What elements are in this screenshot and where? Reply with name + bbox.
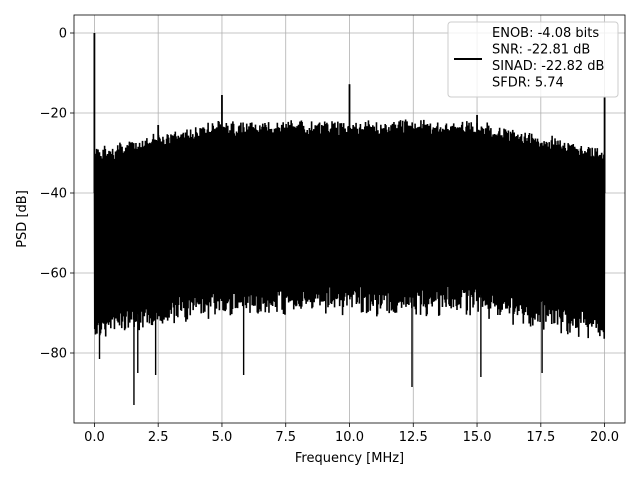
y-axis-label: PSD [dB] bbox=[15, 190, 30, 248]
x-axis-label: Frequency [MHz] bbox=[295, 451, 404, 466]
x-tick-label: 5.0 bbox=[212, 430, 233, 445]
x-tick-label: 10.0 bbox=[335, 430, 364, 445]
x-tick-4: 10.0 bbox=[335, 423, 364, 445]
y-tick-label: −40 bbox=[40, 187, 67, 202]
x-tick-label: 0.0 bbox=[84, 430, 105, 445]
x-tick-7: 17.5 bbox=[526, 423, 555, 445]
x-tick-6: 15.0 bbox=[463, 423, 492, 445]
x-tick-label: 15.0 bbox=[463, 430, 492, 445]
x-axis-ticks: 0.0 2.5 5.0 7.5 10.0 12.5 15.0 17.5 20.0 bbox=[84, 423, 619, 445]
x-tick-8: 20.0 bbox=[590, 423, 619, 445]
y-tick-label: −60 bbox=[40, 267, 67, 282]
y-tick-1: −20 bbox=[40, 107, 74, 122]
y-tick-label: −20 bbox=[40, 107, 67, 122]
legend-text-enob: ENOB: -4.08 bits bbox=[492, 26, 599, 41]
y-tick-label: −80 bbox=[40, 347, 67, 362]
legend-text-sfdr: SFDR: 5.74 bbox=[492, 76, 564, 91]
x-tick-label: 12.5 bbox=[399, 430, 428, 445]
x-tick-3: 7.5 bbox=[275, 423, 296, 445]
x-tick-label: 17.5 bbox=[526, 430, 555, 445]
y-tick-3: −60 bbox=[40, 267, 74, 282]
legend-box bbox=[447, 21, 619, 98]
x-tick-label: 2.5 bbox=[148, 430, 169, 445]
y-tick-0: 0 bbox=[59, 27, 74, 42]
legend: ENOB: -4.08 bits SNR: -22.81 dB SINAD: -… bbox=[447, 21, 619, 98]
x-tick-0: 0.0 bbox=[84, 423, 105, 445]
psd-trace bbox=[93, 33, 606, 405]
x-tick-2: 5.0 bbox=[212, 423, 233, 445]
x-tick-label: 20.0 bbox=[590, 430, 619, 445]
y-tick-label: 0 bbox=[59, 27, 67, 42]
legend-text-snr: SNR: -22.81 dB bbox=[492, 43, 590, 58]
legend-text-sinad: SINAD: -22.82 dB bbox=[492, 59, 604, 74]
y-tick-4: −80 bbox=[40, 347, 74, 362]
y-tick-2: −40 bbox=[40, 187, 74, 202]
x-tick-label: 7.5 bbox=[275, 430, 296, 445]
y-axis-ticks: 0 −20 −40 −60 −80 bbox=[40, 27, 74, 362]
x-tick-1: 2.5 bbox=[148, 423, 169, 445]
x-tick-5: 12.5 bbox=[399, 423, 428, 445]
